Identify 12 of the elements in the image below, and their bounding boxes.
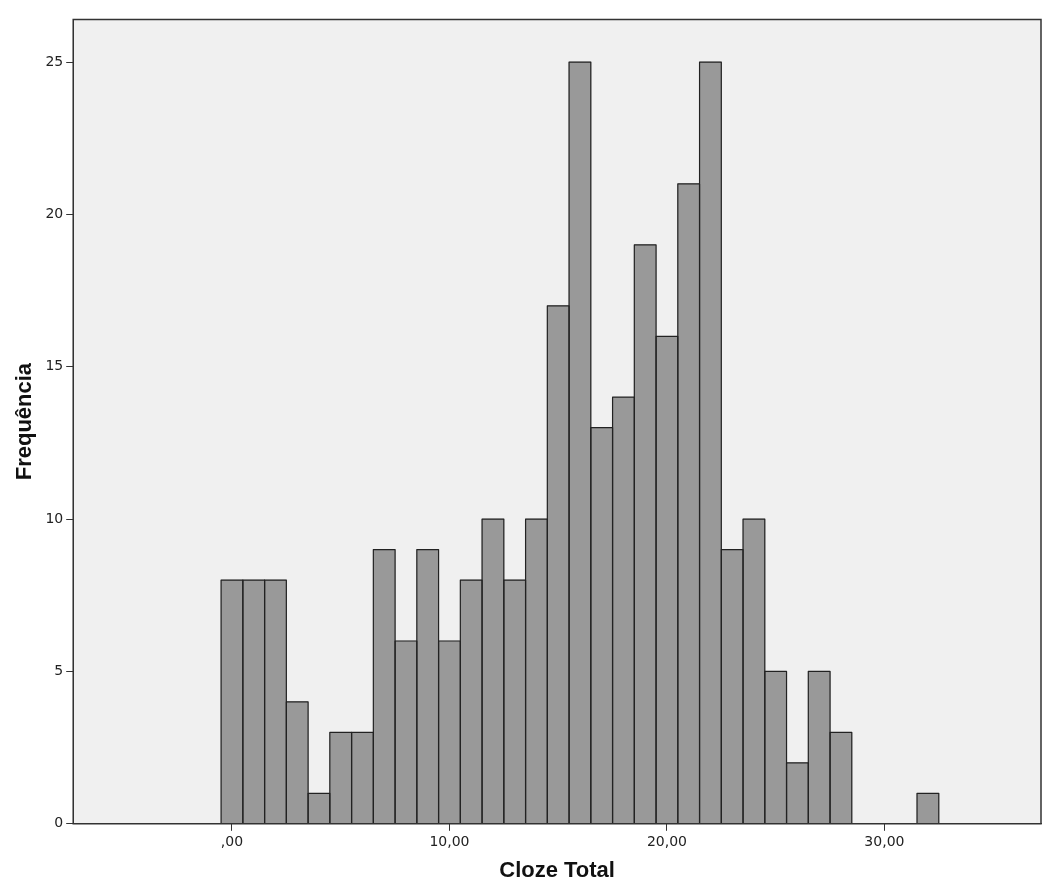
y-tick-label: 10 bbox=[45, 509, 64, 526]
y-tick-label: 0 bbox=[54, 814, 64, 831]
y-tick-label: 25 bbox=[45, 52, 64, 69]
y-tick-label: 20 bbox=[45, 205, 64, 222]
x-tick-label: 10,00 bbox=[429, 832, 470, 849]
x-tick-label: 30,00 bbox=[864, 832, 905, 849]
x-axis-title: Cloze Total bbox=[499, 856, 615, 882]
y-axis-title: Frequência bbox=[11, 362, 37, 481]
x-tick-label: ,00 bbox=[220, 832, 244, 849]
y-tick-label: 5 bbox=[54, 662, 64, 679]
x-tick-label: 20,00 bbox=[646, 832, 687, 849]
y-tick-label: 15 bbox=[45, 357, 64, 374]
